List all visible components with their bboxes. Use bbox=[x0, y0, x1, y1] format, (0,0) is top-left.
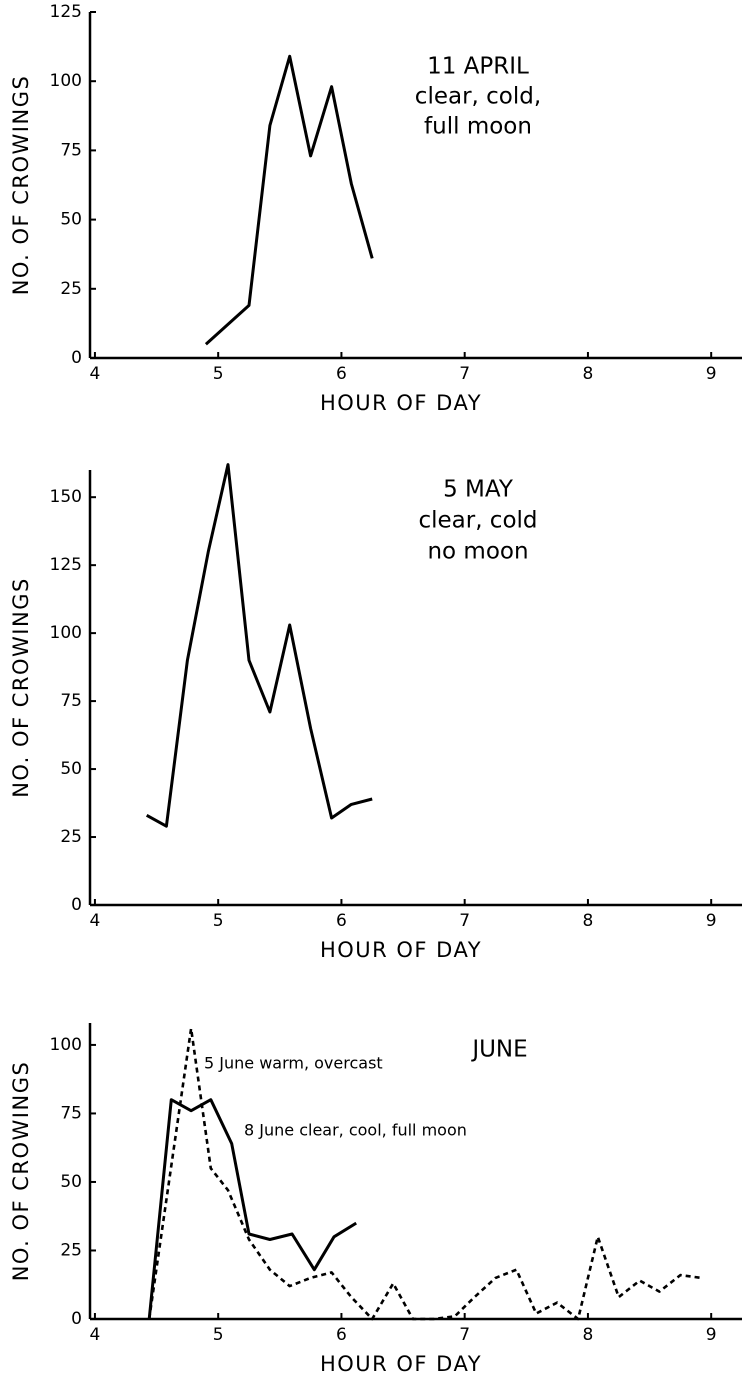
annotation: JUNE bbox=[470, 1037, 527, 1063]
x-tick-label: 7 bbox=[459, 364, 470, 384]
data-line bbox=[147, 1098, 357, 1320]
y-tick-label: 25 bbox=[60, 1240, 82, 1260]
data-line bbox=[204, 54, 374, 346]
x-tick-label: 7 bbox=[459, 1325, 470, 1345]
y-tick-label: 100 bbox=[50, 71, 82, 91]
y-tick-label: 25 bbox=[60, 279, 82, 299]
y-tick-label: 0 bbox=[71, 348, 82, 368]
x-tick-label: 4 bbox=[90, 1325, 101, 1345]
series-label: 5 June warm, overcast bbox=[204, 1054, 383, 1073]
y-tick-label: 50 bbox=[60, 759, 82, 779]
x-tick-label: 6 bbox=[336, 364, 347, 384]
annotation: 11 APRIL bbox=[427, 54, 529, 80]
annotation: clear, cold, bbox=[415, 84, 541, 110]
y-tick-label: 0 bbox=[71, 895, 82, 915]
annotation: full moon bbox=[424, 114, 532, 140]
y-tick-label: 75 bbox=[60, 691, 82, 711]
y-tick-label: 75 bbox=[60, 140, 82, 160]
x-tick-label: 6 bbox=[336, 911, 347, 931]
y-tick-label: 100 bbox=[50, 1035, 82, 1055]
y-tick-label: 125 bbox=[50, 2, 82, 22]
panel: 0 25 50 75 100 125 150 4 5 6 7 8 9 HOUR OF DAY NO. OF … bbox=[9, 463, 742, 962]
x-tick-label: 9 bbox=[706, 1325, 717, 1345]
y-axis-title: NO. OF CROWINGS bbox=[9, 1061, 33, 1282]
x-tick-label: 4 bbox=[90, 911, 101, 931]
annotation: clear, cold bbox=[418, 508, 537, 534]
series-label: 8 June clear, cool, full moon bbox=[244, 1121, 467, 1140]
annotation: 5 MAY bbox=[443, 477, 514, 503]
x-tick-label: 4 bbox=[90, 364, 101, 384]
x-axis-title: HOUR OF DAY bbox=[320, 391, 482, 415]
x-tick-label: 5 bbox=[213, 364, 224, 384]
x-tick-label: 8 bbox=[583, 911, 594, 931]
y-tick-label: 25 bbox=[60, 827, 82, 847]
y-tick-label: 125 bbox=[50, 555, 82, 575]
data-line bbox=[147, 1027, 702, 1321]
y-tick-label: 100 bbox=[50, 623, 82, 643]
x-tick-label: 8 bbox=[583, 1325, 594, 1345]
x-tick-label: 6 bbox=[336, 1325, 347, 1345]
x-tick-label: 8 bbox=[583, 364, 594, 384]
y-tick-label: 75 bbox=[60, 1103, 82, 1123]
x-tick-label: 9 bbox=[706, 911, 717, 931]
x-axis-title: HOUR OF DAY bbox=[320, 1352, 482, 1376]
y-axis-title: NO. OF CROWINGS bbox=[9, 577, 33, 798]
y-tick-label: 50 bbox=[60, 210, 82, 230]
panel: 0 25 50 75 100 4 5 6 7 8 9 HOUR OF DAY NO. OF CROWIN… bbox=[9, 1023, 742, 1376]
y-tick-label: 50 bbox=[60, 1172, 82, 1192]
y-tick-label: 150 bbox=[50, 487, 82, 507]
panel: 0 25 50 75 100 125 4 5 6 7 8 9 HOUR OF DAY NO. OF CRO… bbox=[9, 2, 742, 415]
x-tick-label: 5 bbox=[213, 1325, 224, 1345]
y-tick-label: 0 bbox=[71, 1309, 82, 1329]
x-tick-label: 9 bbox=[706, 364, 717, 384]
x-axis-title: HOUR OF DAY bbox=[320, 938, 482, 962]
data-line bbox=[145, 463, 373, 828]
y-axis-title: NO. OF CROWINGS bbox=[9, 75, 33, 296]
annotation: no moon bbox=[427, 539, 528, 565]
x-tick-label: 7 bbox=[459, 911, 470, 931]
x-tick-label: 5 bbox=[213, 911, 224, 931]
